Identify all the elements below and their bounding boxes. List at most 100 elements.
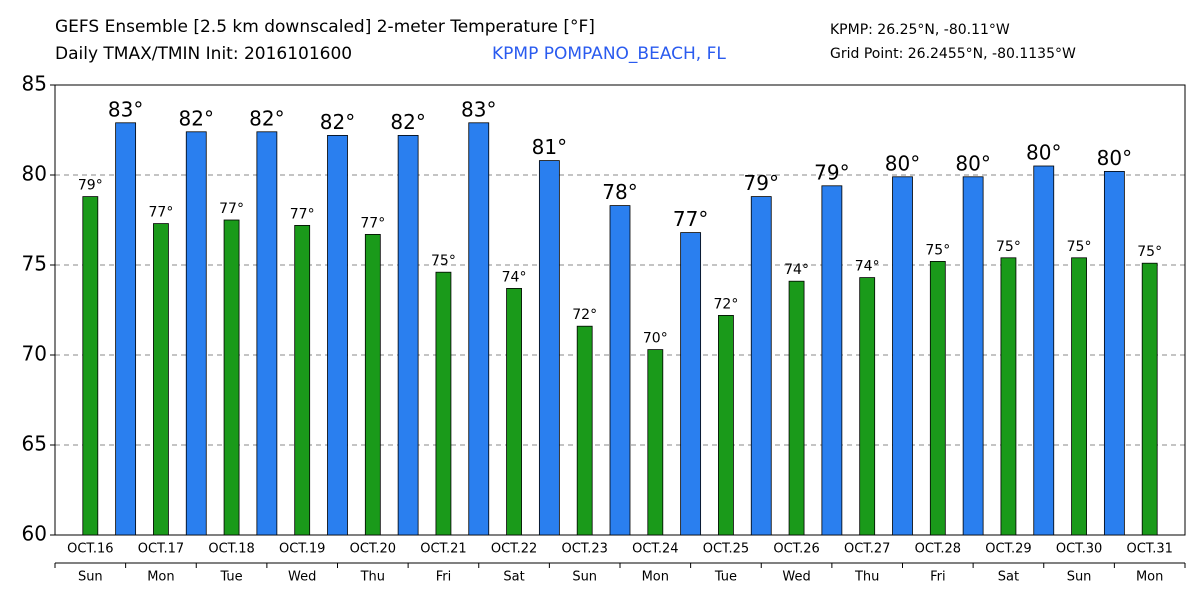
value-label: 80°: [1026, 141, 1061, 165]
y-tick-label: 85: [22, 72, 47, 96]
value-label: 79°: [78, 178, 103, 194]
tmax-bar: [892, 176, 913, 536]
value-label: 74°: [502, 269, 527, 285]
tmin-bar: [223, 219, 240, 536]
value-label: 77°: [219, 201, 244, 217]
weekday-label: Fri: [930, 570, 946, 585]
value-label: 79°: [744, 171, 779, 195]
x-tick-label: OCT.19: [279, 542, 325, 557]
tmin-bar: [82, 196, 99, 536]
tmax-bar: [1103, 170, 1125, 536]
chart-title: GEFS Ensemble [2.5 km downscaled] 2-mete…: [55, 17, 595, 37]
weekday-label: Sat: [998, 570, 1019, 585]
tmin-bar: [435, 271, 452, 536]
tmin-bar: [718, 314, 734, 536]
x-tick-label: OCT.25: [703, 542, 749, 557]
y-tick-label: 80: [22, 162, 47, 186]
x-tick-label: OCT.28: [915, 542, 961, 557]
tmin-bar: [859, 277, 876, 536]
x-tick-label: OCT.24: [632, 542, 678, 557]
value-label: 75°: [925, 242, 950, 258]
value-label: 80°: [885, 151, 920, 175]
x-tick-label: OCT.27: [844, 542, 890, 557]
value-label: 75°: [996, 239, 1021, 255]
tmin-bar: [364, 233, 381, 536]
x-tick-label: OCT.31: [1126, 542, 1172, 557]
value-label: 82°: [390, 110, 425, 134]
tmin-bar: [1000, 257, 1017, 536]
value-label: 72°: [714, 296, 739, 312]
x-tick-label: OCT.29: [985, 542, 1031, 557]
weekday-label: Tue: [219, 570, 242, 585]
x-tick-label: OCT.20: [350, 542, 396, 557]
value-label: 80°: [1097, 146, 1132, 170]
station-name: KPMP POMPANO_BEACH, FL: [492, 44, 726, 64]
y-tick-label: 65: [22, 432, 47, 456]
weekday-label: Sun: [78, 570, 103, 585]
weekday-label: Sun: [1067, 570, 1092, 585]
weekday-label: Tue: [714, 570, 737, 585]
tmin-bar: [576, 325, 593, 536]
value-label: 72°: [572, 307, 597, 323]
weekday-label: Wed: [288, 570, 316, 585]
value-label: 77°: [149, 205, 174, 221]
tmin-bar: [929, 260, 946, 536]
weekday-label: Sat: [503, 570, 524, 585]
weekday-label: Thu: [854, 570, 879, 585]
tmin-bar: [1071, 257, 1087, 536]
weekday-label: Sun: [572, 570, 597, 585]
x-tick-label: OCT.26: [773, 542, 819, 557]
tmax-bar: [821, 185, 843, 536]
value-label: 75°: [431, 253, 456, 269]
tmax-bar: [397, 134, 419, 536]
value-label: 77°: [360, 215, 385, 231]
value-label: 82°: [249, 106, 284, 130]
value-label: 77°: [290, 206, 315, 222]
value-label: 83°: [108, 97, 143, 121]
y-tick-label: 75: [22, 252, 47, 276]
value-label: 80°: [955, 151, 990, 175]
weekday-label: Mon: [1136, 570, 1163, 585]
grid-point: Grid Point: 26.2455°N, -80.1135°W: [830, 46, 1076, 62]
tmin-bar: [153, 223, 169, 536]
tmax-bar: [750, 196, 772, 536]
tmax-bar: [256, 131, 278, 536]
weekday-label: Mon: [147, 570, 174, 585]
tmax-bar: [609, 205, 631, 536]
value-label: 74°: [784, 262, 809, 278]
tmin-bar: [788, 280, 805, 536]
value-label: 79°: [814, 160, 849, 184]
tmax-bar: [1033, 165, 1055, 536]
weekday-label: Thu: [360, 570, 385, 585]
x-tick-label: OCT.22: [491, 542, 537, 557]
tmax-bar: [680, 232, 702, 536]
x-tick-label: OCT.18: [208, 542, 254, 557]
x-tick-label: OCT.21: [420, 542, 466, 557]
value-label: 77°: [673, 207, 708, 231]
x-tick-label: OCT.16: [67, 542, 113, 557]
tmax-bar: [185, 131, 207, 536]
tmin-bar: [1141, 262, 1158, 536]
weekday-label: Mon: [642, 570, 669, 585]
chart-subtitle: Daily TMAX/TMIN Init: 2016101600: [55, 44, 352, 64]
value-label: 70°: [643, 331, 668, 347]
tmax-bar: [327, 134, 348, 536]
value-label: 82°: [320, 110, 355, 134]
weekday-label: Fri: [436, 570, 452, 585]
value-label: 74°: [855, 259, 880, 275]
tmax-bar: [538, 160, 560, 536]
x-tick-label: OCT.23: [561, 542, 607, 557]
tmax-bar: [115, 122, 137, 536]
value-label: 75°: [1137, 244, 1162, 260]
tmin-bar: [506, 287, 522, 536]
y-tick-label: 70: [22, 342, 47, 366]
value-label: 83°: [461, 97, 496, 121]
weekday-label: Wed: [782, 570, 810, 585]
tmax-bar: [468, 122, 490, 536]
y-tick-label: 60: [22, 522, 47, 546]
value-label: 82°: [179, 106, 214, 130]
x-tick-label: OCT.30: [1056, 542, 1102, 557]
tmin-bar: [294, 224, 311, 536]
station-coords: KPMP: 26.25°N, -80.11°W: [830, 22, 1010, 38]
